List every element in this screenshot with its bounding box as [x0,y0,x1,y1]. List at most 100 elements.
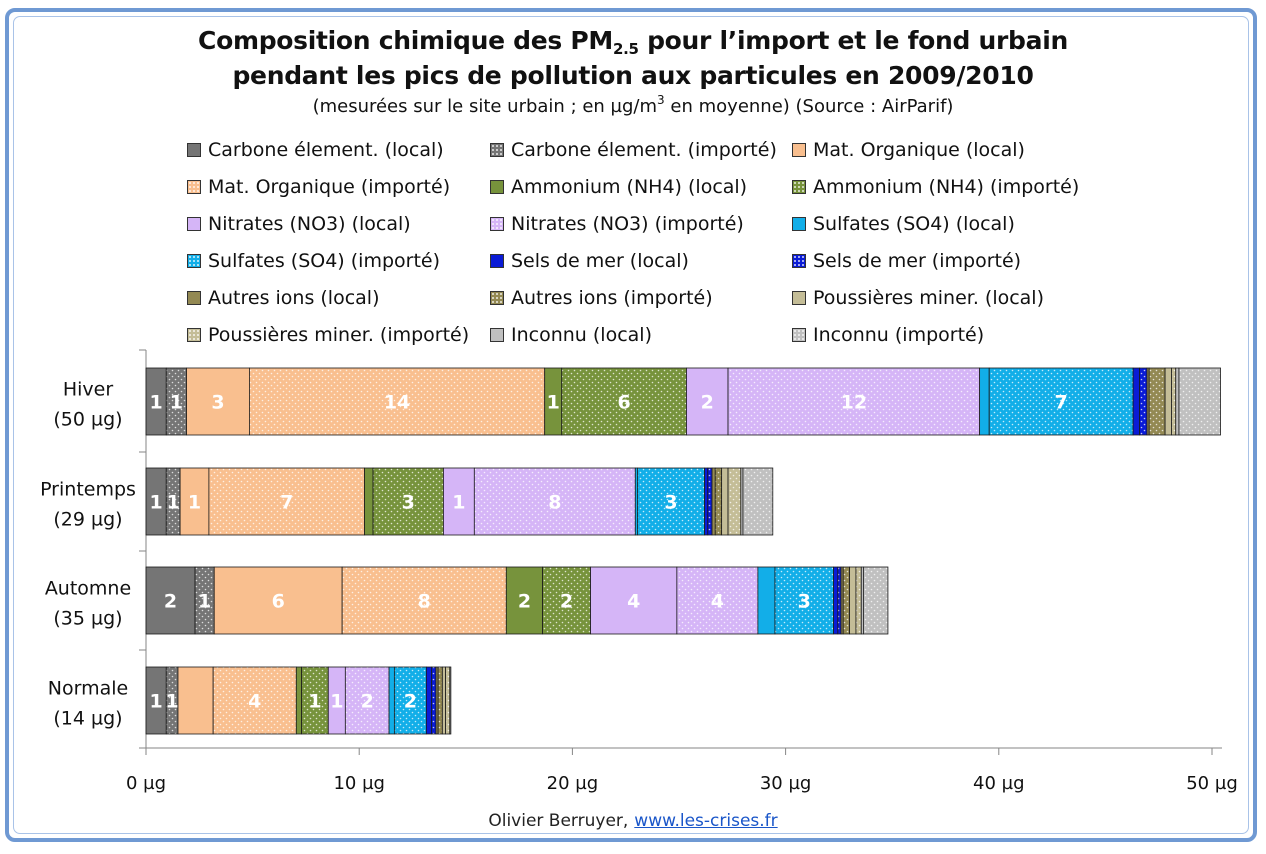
bar-data-label: 14 [384,392,410,414]
bar-segment [445,666,451,735]
category-total-label: (29 µg) [53,509,122,531]
category-total-label: (50 µg) [53,409,122,431]
legend-item: Sulfates (SO4) (importé) [187,248,440,274]
legend-item: Sels de mer (local) [490,248,689,274]
bar-segment [443,467,475,536]
credit-line: Olivier Berruyer, www.les-crises.fr [0,811,1266,831]
bar-segment [437,666,443,735]
legend-label: Inconnu (local) [511,324,652,346]
legend-label: Autres ions (local) [208,287,380,309]
bar-segment [344,666,390,735]
bar-data-label: 1 [547,392,560,414]
bar-data-label: 6 [272,591,285,613]
bar-segment [213,566,343,635]
bar-segment [707,467,713,536]
legend-label: Nitrates (NO3) (local) [208,213,411,235]
bar-segment [1148,367,1166,436]
bar-segment [711,467,716,536]
chart-frame [5,8,1257,842]
legend-item: Sels de mer (importé) [792,248,1021,274]
bar-segment [449,666,452,735]
legend-label: Sulfates (SO4) (importé) [208,250,441,272]
legend-label: Autres ions (importé) [511,287,713,309]
legend-swatch [187,291,201,305]
bar-data-label: 6 [617,392,630,414]
legend-swatch [792,143,806,157]
bar-data-label: 1 [188,492,201,514]
subtitle-superscript: 3 [657,93,665,107]
title-main: Composition chimique des PM [198,26,613,55]
bar-segment [301,666,329,735]
legend-swatch [792,328,806,342]
bar-data-label: 1 [308,691,321,713]
bar-segment [676,566,759,635]
title-subscript: 2.5 [613,40,639,58]
bar-segment [295,666,303,735]
bar-segment [441,666,446,735]
category-label: Normale [48,678,128,700]
bar-data-label: 3 [664,492,677,514]
legend-item: Autres ions (local) [187,285,380,311]
bar-segment [393,666,427,735]
bar-data-label: 8 [418,591,431,613]
bar-data-label: 2 [404,691,417,713]
bar-data-label: 3 [402,492,415,514]
subtitle-post: en moyenne) (Source : AirParif) [664,96,954,117]
legend-label: Carbone élement. (importé) [511,139,777,161]
legend-item: Poussières miner. (local) [792,285,1044,311]
bar-segment [727,467,742,536]
bar-data-label: 2 [518,591,531,613]
legend-item: Carbone élement. (local) [187,137,444,163]
credit-author: Olivier Berruyer, [488,811,629,831]
legend-item: Mat. Organique (local) [792,137,1025,163]
credit-link[interactable]: www.les-crises.fr [634,811,778,831]
bar-data-label: 12 [841,392,867,414]
bar-data-label: 4 [711,591,724,613]
legend-swatch [792,254,806,268]
legend-label: Sels de mer (local) [511,250,689,272]
bar-data-label: 3 [798,591,811,613]
bar-segment [1139,367,1148,436]
bar-data-label: 1 [330,691,343,713]
bar-segment [364,467,374,536]
category-label: Printemps [40,479,136,501]
bar-stack: 1 1 3 14 1 6 2 12 7 [145,367,1221,436]
bar-segment [721,467,729,536]
legend-swatch [187,328,201,342]
bar-data-label: 7 [280,492,293,514]
bar-segment [774,566,834,635]
bar-segment [686,367,729,436]
bar-segment [727,367,981,436]
legend-swatch [187,217,201,231]
bar-segment [473,467,636,536]
legend-item: Inconnu (importé) [792,322,984,348]
category-total-label: (14 µg) [53,708,122,730]
legend-label: Inconnu (importé) [813,324,985,346]
legend-item: Sulfates (SO4) (local) [792,211,1015,237]
legend-item: Inconnu (local) [490,322,652,348]
bar-data-label: 2 [701,392,714,414]
legend-swatch [792,217,806,231]
bar-segment [757,566,776,635]
legend-swatch [187,143,201,157]
legend-item: Mat. Organique (importé) [187,174,450,200]
bar-data-label: 2 [560,591,573,613]
bar-segment [1132,367,1140,436]
chart-title-line2: pendant les pics de pollution aux partic… [232,61,1034,90]
bar-data-label: 2 [164,591,177,613]
bar-segment [637,467,705,536]
legend-swatch [490,254,504,268]
bar-segment [1178,367,1221,436]
bar-data-label: 7 [1055,392,1068,414]
legend-label: Mat. Organique (local) [813,139,1025,161]
bar-segment [849,566,857,635]
bar-segment [842,566,850,635]
bar-segment [833,566,839,635]
subtitle-pre: (mesurées sur le site urbain ; en µg/m [312,96,658,117]
bar-segment [542,566,591,635]
legend-label: Sels de mer (importé) [813,250,1022,272]
bar-segment [1171,367,1177,436]
x-tick-label: 40 µg [973,773,1025,794]
